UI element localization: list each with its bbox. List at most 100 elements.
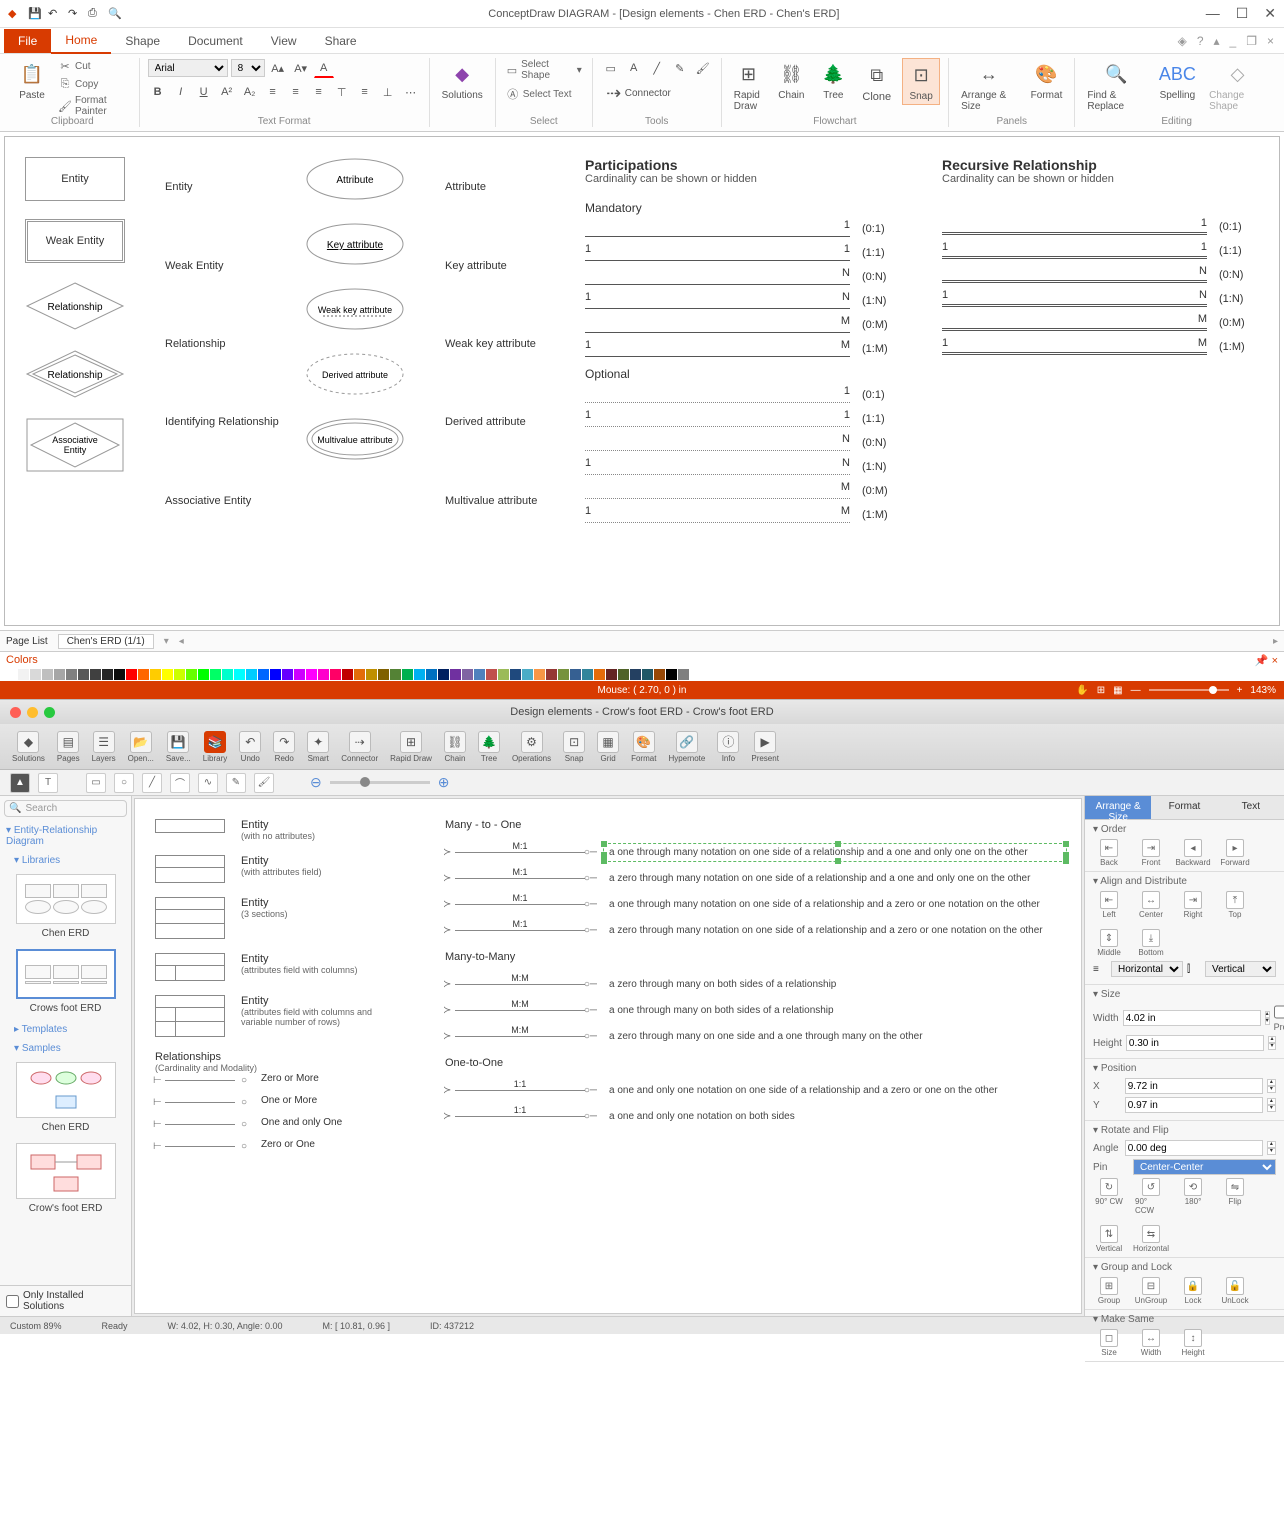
cardinality-row[interactable]: M(0:M) (942, 315, 1259, 331)
color-swatch[interactable] (426, 669, 437, 680)
tree-templates[interactable]: ▸ Templates (0, 1020, 131, 1039)
color-swatch[interactable] (606, 669, 617, 680)
insp-group[interactable]: ⊞Group (1093, 1277, 1125, 1305)
tab-share[interactable]: Share (311, 29, 371, 53)
hand-icon[interactable]: ✋ (1076, 685, 1088, 696)
tree-button[interactable]: 🌲Tree (815, 58, 851, 103)
cardinality-row[interactable]: 1N(1:N) (942, 291, 1259, 307)
color-swatch[interactable] (294, 669, 305, 680)
cardinality-row[interactable]: 1M(1:M) (942, 339, 1259, 355)
cardinality-row[interactable]: 11(1:1) (585, 245, 902, 261)
color-swatch[interactable] (558, 669, 569, 680)
rect-tool-icon[interactable]: ▭ (601, 58, 621, 78)
x-input[interactable] (1125, 1078, 1263, 1094)
cardinality-row[interactable]: 1(0:1) (585, 221, 902, 237)
color-swatch[interactable] (198, 669, 209, 680)
color-swatch[interactable] (546, 669, 557, 680)
file-menu[interactable]: File (4, 29, 51, 53)
y-input[interactable] (1125, 1097, 1263, 1113)
grid-icon[interactable]: ⊞ (1097, 685, 1105, 696)
relationship-line[interactable]: 1:1≻○─a one and only one notation on one… (445, 1083, 1061, 1097)
relationship-line[interactable]: 1:1≻○─a one and only one notation on bot… (445, 1109, 1061, 1123)
tb-layers[interactable]: ☰Layers (88, 729, 120, 765)
color-swatch[interactable] (174, 669, 185, 680)
color-swatch[interactable] (126, 669, 137, 680)
color-swatch[interactable] (510, 669, 521, 680)
format-button[interactable]: 🎨Format (1027, 58, 1067, 103)
insp-left[interactable]: ⇤Left (1093, 891, 1125, 919)
color-swatch[interactable] (594, 669, 605, 680)
tb-present[interactable]: ▶Present (747, 729, 783, 765)
color-swatch[interactable] (378, 669, 389, 680)
rel-notation[interactable]: ⊢○One or More (155, 1095, 415, 1109)
shape-associative-entity[interactable]: AssociativeEntity (25, 417, 125, 473)
shape-derived-attribute[interactable]: Derived attribute (305, 352, 425, 399)
cardinality-row[interactable]: 1N(1:N) (585, 459, 902, 475)
change-shape-button[interactable]: ◇Change Shape (1205, 58, 1270, 114)
align-right-icon[interactable]: ≡ (309, 82, 329, 102)
min-icon[interactable]: _ (1230, 34, 1237, 48)
rapid-draw-button[interactable]: ⊞Rapid Draw (730, 58, 768, 114)
search-input[interactable]: 🔍Search (4, 800, 127, 817)
tb-info[interactable]: ⓘInfo (713, 729, 743, 765)
color-swatch[interactable] (654, 669, 665, 680)
color-swatch[interactable] (18, 669, 29, 680)
cardinality-row[interactable]: 1(0:1) (942, 219, 1259, 235)
qat-save-icon[interactable]: 💾 (28, 7, 42, 21)
tree-samples[interactable]: ▾ Samples (0, 1039, 131, 1058)
mac-zoom-slider[interactable] (330, 781, 430, 784)
shape-key-attribute[interactable]: Key attribute (305, 222, 425, 269)
solutions-button[interactable]: ◆Solutions (438, 58, 487, 103)
color-swatch[interactable] (42, 669, 53, 680)
cardinality-row[interactable]: N(0:N) (585, 435, 902, 451)
zoom-level[interactable]: 143% (1250, 685, 1276, 696)
tab-shape[interactable]: Shape (111, 29, 174, 53)
select-shape-button[interactable]: ▭Select Shape ▾ (504, 58, 584, 82)
tb-smart[interactable]: ✦Smart (303, 729, 333, 765)
tb-open-[interactable]: 📂Open... (124, 729, 158, 765)
collapse-icon[interactable]: ▴ (1214, 34, 1220, 48)
cardinality-row[interactable]: 1(0:1) (585, 387, 902, 403)
more-text-icon[interactable]: ⋯ (401, 82, 421, 102)
tb-operations[interactable]: ⚙Operations (508, 729, 555, 765)
insp-tab-arrange[interactable]: Arrange & Size (1085, 796, 1151, 820)
color-swatch[interactable] (222, 669, 233, 680)
color-swatch[interactable] (114, 669, 125, 680)
color-swatch[interactable] (210, 669, 221, 680)
rect-icon[interactable]: ▭ (86, 773, 106, 793)
cardinality-row[interactable]: N(0:N) (585, 269, 902, 285)
arrange-size-button[interactable]: ↔Arrange & Size (957, 58, 1021, 114)
color-palette[interactable] (0, 669, 1284, 681)
cardinality-row[interactable]: 1M(1:M) (585, 507, 902, 523)
insp-size[interactable]: ◻Size (1093, 1329, 1125, 1357)
color-swatch[interactable] (438, 669, 449, 680)
color-swatch[interactable] (618, 669, 629, 680)
tb-rapid-draw[interactable]: ⊞Rapid Draw (386, 729, 436, 765)
insp-unlock[interactable]: 🔓UnLock (1219, 1277, 1251, 1305)
tb-tree[interactable]: 🌲Tree (474, 729, 504, 765)
brush-icon[interactable]: 🖌 (254, 773, 274, 793)
font-size-select[interactable]: 8 (231, 59, 265, 77)
color-swatch[interactable] (450, 669, 461, 680)
find-replace-button[interactable]: 🔍Find & Replace (1083, 58, 1149, 114)
pin-icon[interactable]: 📌 (1255, 655, 1269, 667)
relationship-line[interactable]: M:1≻○─a zero through many notation on on… (445, 923, 1061, 937)
zoom-slider[interactable] (1149, 689, 1229, 691)
tb-save-[interactable]: 💾Save... (162, 729, 195, 765)
shape-relationship[interactable]: Relationship (25, 281, 125, 331)
cardinality-row[interactable]: 11(1:1) (942, 243, 1259, 259)
color-swatch[interactable] (78, 669, 89, 680)
tab-home[interactable]: Home (51, 28, 111, 54)
insp-ungroup[interactable]: ⊟UnGroup (1135, 1277, 1167, 1305)
copy-button[interactable]: ⎘Copy (56, 76, 131, 92)
insp-front[interactable]: ⇥Front (1135, 839, 1167, 867)
valign-mid-icon[interactable]: ≡ (355, 82, 375, 102)
width-input[interactable] (1123, 1010, 1261, 1026)
text-tool-icon[interactable]: T (38, 773, 58, 793)
color-swatch[interactable] (462, 669, 473, 680)
lock-prop-checkbox[interactable] (1274, 1004, 1284, 1020)
insp-back[interactable]: ⇤Back (1093, 839, 1125, 867)
curve-icon[interactable]: ∿ (198, 773, 218, 793)
entity-shape[interactable]: Entity(with no attributes) (155, 819, 415, 841)
color-swatch[interactable] (138, 669, 149, 680)
